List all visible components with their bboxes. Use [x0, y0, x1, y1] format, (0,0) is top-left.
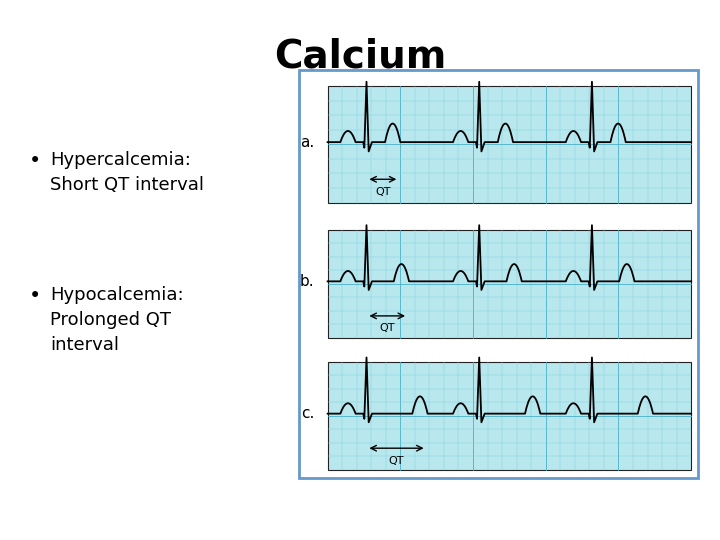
Text: Calcium: Calcium — [274, 38, 446, 76]
Text: •: • — [29, 151, 41, 171]
Text: b.: b. — [300, 274, 315, 289]
Bar — [299, 70, 698, 478]
Text: QT: QT — [389, 456, 404, 466]
Text: QT: QT — [379, 323, 395, 334]
Bar — [328, 86, 691, 202]
Bar — [328, 362, 691, 470]
Text: QT: QT — [375, 187, 391, 198]
Text: Hypercalcemia:
Short QT interval: Hypercalcemia: Short QT interval — [50, 151, 204, 194]
Text: •: • — [29, 286, 41, 306]
Text: c.: c. — [301, 406, 315, 421]
Text: a.: a. — [300, 134, 315, 150]
Bar — [328, 230, 691, 338]
Text: Hypocalcemia:
Prolonged QT
interval: Hypocalcemia: Prolonged QT interval — [50, 286, 184, 354]
